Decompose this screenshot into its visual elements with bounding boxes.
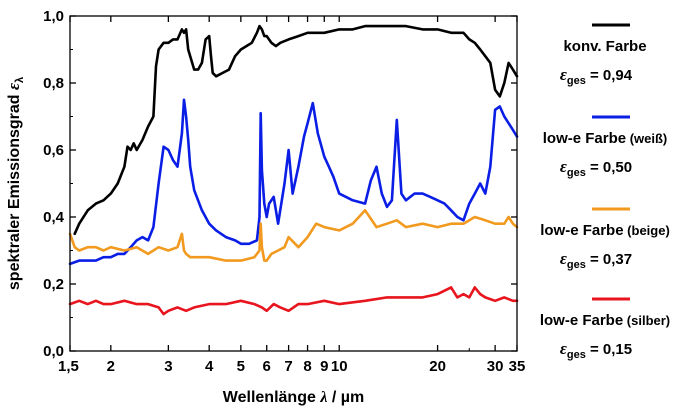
y-tick-label: 1,0: [43, 8, 64, 25]
x-tick-label: 6: [263, 358, 271, 375]
y-tick-label: 0,6: [43, 142, 64, 159]
legend-entry-3: low-e Farbe (silber) εges = 0,15: [540, 297, 670, 361]
series-lines: [68, 24, 519, 316]
x-tick-label: 35: [509, 358, 526, 375]
y-tick-label: 0,0: [43, 343, 64, 360]
series-line-1: [68, 98, 519, 266]
y-axis-title: spektraler Emissionsgrad ελ: [4, 77, 26, 290]
x-tick-label: 1,5: [58, 358, 79, 375]
series-line-3: [68, 286, 519, 316]
series-line-0: [73, 24, 519, 236]
x-tick-label: 7: [284, 358, 292, 375]
legend-label: low-e Farbe (silber): [540, 312, 670, 329]
y-tick-label: 0,4: [43, 209, 65, 226]
x-axis-title: Wellenlänge λ / µm: [223, 389, 364, 406]
x-tick-label: 5: [237, 358, 245, 375]
legend-label: low-e Farbe (beige): [540, 222, 670, 239]
legend-eps-value: εges = 0,50: [560, 157, 632, 179]
axes: 0,0 0,2 0,4 0,6 0,8 1,0 1,5 2 3 4 5 6 7 8 9 10 20 30 35 Wel…: [4, 8, 525, 406]
x-tick-label: 10: [331, 358, 348, 375]
legend-label: konv. Farbe: [563, 38, 646, 55]
legend: konv. Farbe εges = 0,94 low-e Farbe (weiß)…: [540, 23, 670, 361]
x-tick-label: 4: [205, 358, 214, 375]
legend-entry-1: low-e Farbe (weiß) εges = 0,50: [543, 115, 668, 179]
legend-entry-0: konv. Farbe εges = 0,94: [560, 23, 647, 87]
x-tick-label: 9: [320, 358, 328, 375]
series-line-2: [68, 209, 519, 262]
legend-eps-value: εges = 0,37: [560, 249, 632, 271]
x-tick-label: 20: [429, 358, 446, 375]
legend-label: low-e Farbe (weiß): [543, 130, 668, 147]
x-tick-label: 3: [164, 358, 172, 375]
y-tick-label: 0,2: [43, 276, 64, 293]
legend-entry-2: low-e Farbe (beige) εges = 0,37: [540, 207, 670, 271]
y-tick-label: 0,8: [43, 75, 64, 92]
x-tick-label: 2: [107, 358, 115, 375]
legend-eps-value: εges = 0,94: [560, 65, 633, 87]
x-tick-label: 30: [487, 358, 504, 375]
legend-eps-value: εges = 0,15: [560, 339, 632, 361]
x-tick-label: 8: [303, 358, 311, 375]
